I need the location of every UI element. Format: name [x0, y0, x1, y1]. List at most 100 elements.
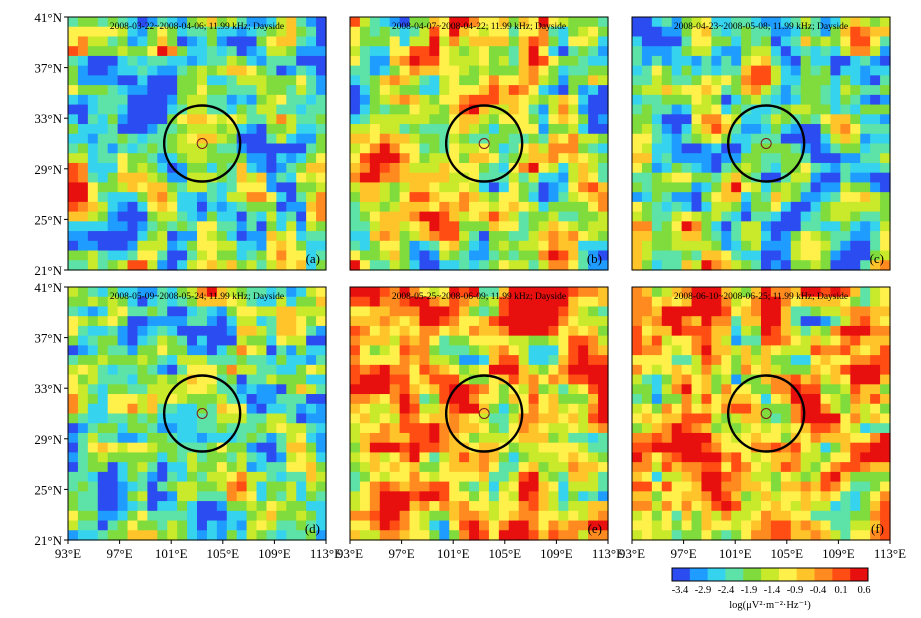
- map-cell: [316, 462, 327, 473]
- map-cell: [770, 403, 782, 415]
- map-cell: [449, 442, 460, 454]
- map-cell: [731, 104, 742, 115]
- map-cell: [860, 316, 871, 327]
- map-cell: [236, 36, 248, 47]
- map-cell: [751, 124, 762, 135]
- map-cell: [870, 250, 881, 261]
- map-cell: [409, 345, 421, 356]
- map-cell: [800, 316, 812, 327]
- map-cell: [598, 413, 609, 424]
- map-cell: [266, 94, 277, 106]
- map-cell: [379, 452, 391, 463]
- map-cell: [359, 192, 371, 203]
- map-cell: [187, 46, 198, 57]
- map-cell: [790, 260, 802, 271]
- map-cell: [518, 65, 530, 76]
- map-cell: [870, 501, 881, 512]
- map-cell: [399, 104, 411, 115]
- map-cell: [157, 94, 168, 106]
- map-cell: [641, 192, 653, 203]
- map-cell: [256, 153, 268, 164]
- map-cell: [860, 133, 871, 145]
- map-cell: [429, 26, 440, 38]
- map-cell: [840, 162, 851, 174]
- map-cell: [459, 231, 470, 242]
- map-cell: [588, 423, 599, 434]
- map-cell: [528, 85, 540, 96]
- map-cell: [68, 423, 79, 434]
- map-cell: [187, 153, 198, 164]
- map-cell: [751, 182, 762, 193]
- map-cell: [197, 384, 208, 395]
- map-cell: [68, 250, 79, 261]
- map-cell: [770, 201, 782, 213]
- map-cell: [731, 364, 742, 376]
- map-cell: [598, 65, 609, 76]
- map-cell: [632, 211, 643, 222]
- map-cell: [459, 306, 470, 317]
- map-cell: [711, 403, 722, 415]
- map-cell: [306, 231, 317, 242]
- map-cell: [518, 162, 530, 174]
- map-cell: [359, 520, 371, 531]
- map-cell: [266, 432, 277, 444]
- map-cell: [820, 75, 832, 86]
- map-cell: [790, 462, 802, 473]
- map-cell: [306, 501, 317, 512]
- map-cell: [681, 133, 693, 145]
- map-cell: [568, 462, 579, 473]
- map-cell: [820, 491, 832, 502]
- map-cell: [721, 403, 732, 415]
- map-cell: [568, 403, 579, 415]
- map-cell: [830, 26, 841, 38]
- map-cell: [661, 201, 673, 213]
- map-cell: [820, 153, 832, 164]
- epicenter-range-circle: [162, 374, 242, 453]
- map-cell: [350, 26, 361, 38]
- map-cell: [488, 491, 500, 502]
- map-cell: [449, 192, 460, 203]
- y-tick-label: 41°N: [34, 280, 62, 295]
- map-cell: [157, 316, 168, 327]
- map-cell: [518, 231, 530, 242]
- map-cell: [830, 491, 841, 502]
- map-cell: [498, 231, 510, 242]
- map-cell: [389, 162, 401, 174]
- map-cell: [588, 413, 599, 424]
- map-cell: [800, 94, 812, 106]
- map-cell: [800, 26, 812, 38]
- map-cell: [860, 221, 871, 232]
- map-cell: [97, 510, 109, 522]
- map-cell: [880, 231, 891, 242]
- map-cell: [568, 114, 579, 125]
- map-cell: [820, 114, 832, 125]
- map-cell: [870, 530, 881, 541]
- map-cell: [216, 36, 228, 47]
- map-cell: [810, 481, 822, 492]
- map-cell: [518, 36, 530, 47]
- map-cell: [761, 316, 772, 327]
- map-cell: [830, 17, 841, 28]
- map-cell: [77, 325, 89, 337]
- map-cell: [701, 104, 712, 115]
- map-cell: [236, 85, 248, 96]
- map-cell: [751, 94, 762, 106]
- map-cell: [236, 394, 248, 405]
- map-cell: [306, 491, 317, 502]
- map-cell: [770, 306, 782, 317]
- map-cell: [488, 133, 500, 145]
- map-cell: [780, 192, 792, 203]
- map-cell: [850, 143, 861, 154]
- map-cell: [671, 211, 683, 222]
- map-cell: [761, 345, 772, 356]
- map-cell: [598, 364, 609, 376]
- map-cell: [651, 432, 663, 444]
- map-cell: [226, 462, 238, 473]
- map-cell: [439, 501, 450, 512]
- map-cell: [68, 510, 79, 522]
- map-cell: [87, 201, 99, 213]
- map-cell: [87, 423, 99, 434]
- map-cell: [498, 462, 510, 473]
- map-cell: [276, 211, 287, 222]
- map-cell: [761, 462, 772, 473]
